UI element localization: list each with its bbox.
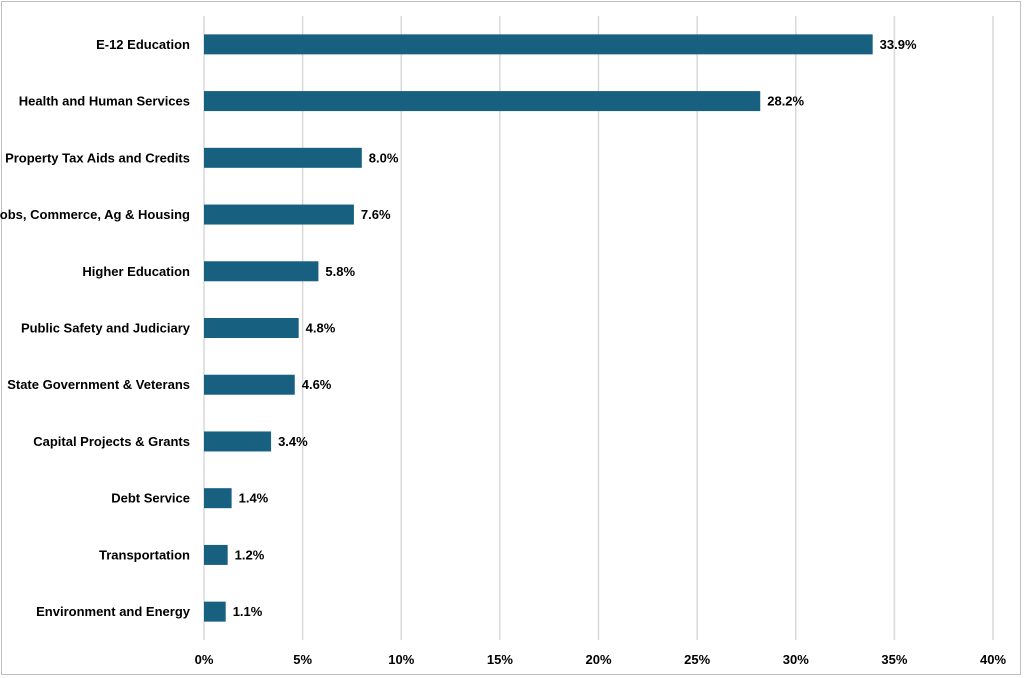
x-tick-label: 40% [980, 652, 1006, 667]
bar [204, 431, 272, 452]
bar [204, 204, 354, 225]
x-tick-label: 30% [783, 652, 809, 667]
category-label: Environment and Energy [36, 604, 191, 619]
category-label: Transportation [99, 547, 190, 562]
bar [204, 147, 362, 168]
value-label: 3.4% [278, 434, 308, 449]
value-label: 28.2% [767, 94, 804, 109]
bar [204, 261, 319, 282]
category-label: Debt Service [111, 491, 190, 506]
x-tick-label: 35% [881, 652, 907, 667]
value-label: 33.9% [880, 37, 917, 52]
bar [204, 34, 873, 55]
bars [204, 34, 873, 622]
category-label: Property Tax Aids and Credits [5, 150, 190, 165]
bar [204, 374, 295, 395]
category-label: Capital Projects & Grants [33, 434, 190, 449]
bar [204, 91, 761, 112]
category-label: Jobs, Commerce, Ag & Housing [0, 207, 190, 222]
category-label: Public Safety and Judiciary [21, 321, 191, 336]
value-label: 1.4% [239, 491, 269, 506]
value-label: 1.1% [233, 604, 263, 619]
value-label: 5.8% [325, 264, 355, 279]
value-label: 8.0% [369, 150, 399, 165]
value-labels: 33.9% 28.2% 8.0% 7.6% 5.8% 4.8% 4.6% 3.4% 1.4% 1.… [233, 37, 917, 619]
value-label: 4.8% [306, 321, 336, 336]
bar [204, 488, 232, 509]
bar [204, 318, 299, 338]
category-label: State Government & Veterans [7, 377, 190, 392]
x-tick-label: 25% [684, 652, 710, 667]
x-axis-tick-labels: 0% 5% 10% 15% 20% 25% 30% 35% 40% [195, 652, 1007, 667]
x-tick-label: 5% [293, 652, 312, 667]
x-tick-label: 0% [195, 652, 214, 667]
category-labels: E-12 Education Health and Human Services P… [0, 37, 191, 619]
category-label: Health and Human Services [19, 94, 190, 109]
gridlines [203, 16, 994, 640]
x-tick-label: 10% [388, 652, 414, 667]
value-label: 1.2% [235, 547, 265, 562]
category-label: E-12 Education [96, 37, 190, 52]
x-tick-label: 20% [585, 652, 611, 667]
bar [204, 601, 226, 622]
category-label: Higher Education [82, 264, 190, 279]
value-label: 4.6% [302, 377, 332, 392]
x-tick-label: 15% [487, 652, 513, 667]
bar [204, 544, 228, 565]
value-label: 7.6% [361, 207, 391, 222]
